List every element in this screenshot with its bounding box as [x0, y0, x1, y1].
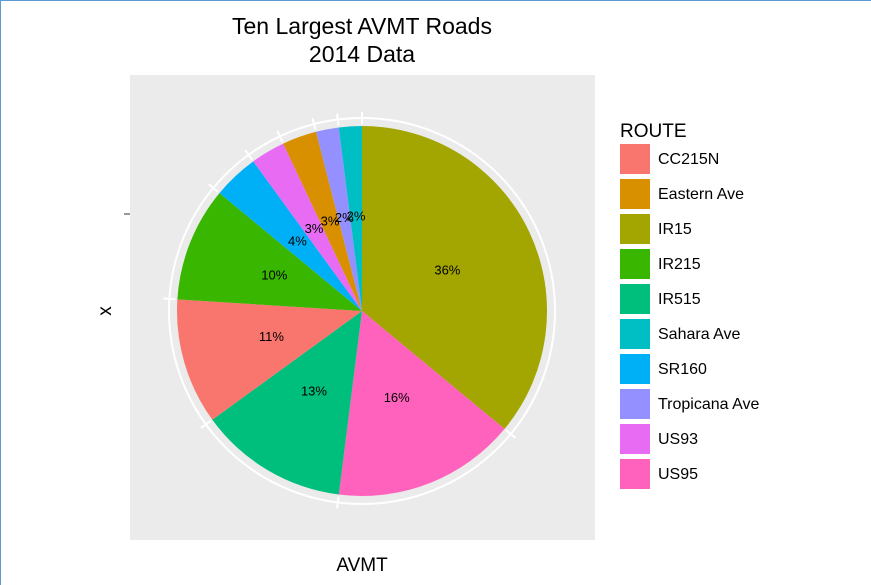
grid-spoke: [208, 183, 219, 193]
legend-label: Eastern Ave: [658, 186, 744, 203]
pie-slice: [315, 127, 362, 312]
legend-label: IR515: [658, 291, 701, 308]
legend-label: US95: [658, 466, 698, 483]
legend-label: Tropicana Ave: [658, 396, 760, 413]
legend-label: CC215N: [658, 151, 719, 168]
chart-title: 2014 Data: [309, 41, 415, 67]
legend-swatch: [620, 214, 650, 244]
legend-swatch: [620, 284, 650, 314]
legend-swatch: [620, 179, 650, 209]
data-label: 3%: [321, 214, 340, 229]
pie-slice: [177, 193, 362, 311]
grid-spoke: [336, 113, 340, 126]
data-label: 2%: [335, 210, 354, 225]
legend-swatch: [620, 424, 650, 454]
y-axis-label: x: [95, 306, 116, 316]
grid-spoke: [276, 130, 284, 143]
legend-title: ROUTE: [620, 121, 687, 142]
pie-slice: [338, 126, 362, 311]
pie-slice: [177, 299, 362, 420]
grid-spoke: [505, 429, 516, 439]
x-axis-label: AVMT: [336, 555, 388, 576]
legend-label: IR215: [658, 256, 701, 273]
legend-label: Sahara Ave: [658, 326, 741, 343]
legend-swatch: [620, 459, 650, 489]
legend-swatch: [620, 354, 650, 384]
pie-slice: [253, 143, 362, 311]
pie-slice: [338, 311, 505, 496]
grid-spoke: [311, 118, 317, 131]
legend-label: US93: [658, 431, 698, 448]
legend-swatch: [620, 389, 650, 419]
pie-slice: [212, 311, 362, 495]
legend-label: IR15: [658, 221, 692, 238]
legend-swatch: [620, 144, 650, 174]
data-label: 3%: [305, 221, 324, 236]
data-label: 36%: [434, 262, 460, 277]
data-label: 2%: [347, 208, 366, 223]
chart-title: Ten Largest AVMT Roads: [232, 13, 492, 39]
grid-spoke: [244, 149, 253, 161]
data-label: 13%: [301, 384, 327, 399]
grid-spoke: [336, 496, 340, 509]
data-label: 10%: [261, 268, 287, 283]
data-label: 16%: [384, 390, 410, 405]
grid-spoke: [200, 420, 212, 429]
legend-swatch: [620, 249, 650, 279]
pie-slice: [362, 126, 547, 429]
legend-label: SR160: [658, 361, 707, 378]
pie-slice: [283, 131, 362, 311]
grid-spoke: [163, 297, 176, 301]
legend-swatch: [620, 319, 650, 349]
pie-slice: [219, 161, 362, 311]
data-label: 4%: [288, 234, 307, 249]
data-label: 11%: [259, 329, 284, 344]
